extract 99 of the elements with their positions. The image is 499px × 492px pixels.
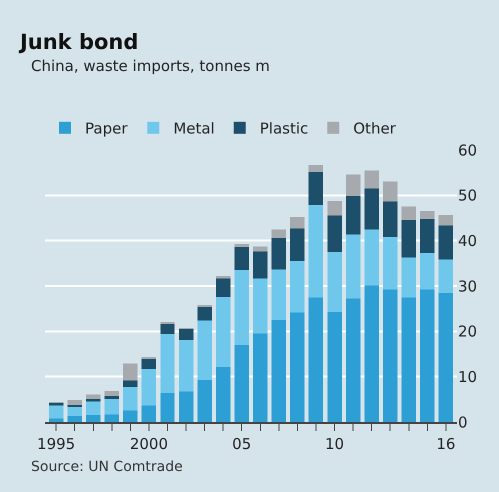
source-note: Source: UN Comtrade	[31, 459, 183, 475]
bar	[346, 298, 360, 422]
y-tick-label: 20	[458, 322, 478, 341]
bar	[402, 206, 416, 220]
x-tick-label: 2000	[130, 435, 168, 453]
bar	[216, 278, 230, 297]
bar	[216, 367, 230, 422]
bar	[272, 238, 286, 270]
bar	[216, 296, 230, 368]
bar	[272, 320, 286, 422]
bar	[86, 398, 100, 402]
bar	[48, 418, 64, 422]
x-tick-label: 10	[324, 435, 344, 453]
bar	[142, 406, 156, 422]
bar	[327, 252, 342, 312]
bar	[197, 306, 212, 320]
bar	[234, 244, 249, 248]
bar	[272, 270, 286, 320]
bar	[123, 410, 138, 422]
bar	[86, 415, 100, 422]
bar	[234, 247, 249, 270]
bar	[160, 392, 175, 422]
bar	[364, 286, 379, 422]
bar	[234, 344, 249, 422]
bar	[402, 257, 416, 298]
bar	[253, 252, 268, 278]
bar	[272, 229, 286, 238]
chart-title: Junk bond	[18, 30, 138, 54]
bar	[253, 246, 268, 252]
bar	[402, 220, 416, 258]
bar	[364, 188, 379, 230]
bar	[104, 391, 120, 396]
bar	[420, 290, 435, 422]
bar	[382, 202, 398, 238]
bar	[420, 210, 435, 219]
legend-label: Other	[353, 120, 397, 138]
bar	[234, 270, 249, 345]
bar	[308, 204, 324, 298]
bar	[123, 387, 138, 411]
bar	[253, 278, 268, 334]
bar	[67, 416, 82, 422]
bar	[308, 172, 324, 205]
bar	[364, 229, 379, 286]
legend-label: Plastic	[260, 120, 308, 138]
bar	[382, 290, 398, 422]
bar	[86, 402, 100, 416]
y-tick-label: 30	[458, 277, 478, 296]
bar	[438, 292, 454, 422]
bar	[308, 297, 324, 422]
bar	[346, 234, 360, 299]
bar	[178, 328, 194, 340]
bar	[420, 252, 435, 290]
bar	[364, 170, 379, 189]
chart-subtitle: China, waste imports, tonnes m	[31, 57, 270, 75]
bar	[104, 396, 120, 399]
bar	[308, 164, 324, 172]
bar	[67, 400, 82, 405]
legend-label: Paper	[85, 120, 128, 138]
bar	[123, 380, 138, 388]
legend-label: Metal	[173, 120, 215, 138]
bar	[67, 406, 82, 416]
bar	[346, 174, 360, 196]
x-tick-label: 05	[232, 435, 252, 453]
bar	[178, 392, 194, 422]
y-tick-label: 0	[458, 413, 468, 432]
bar	[346, 196, 360, 234]
bar	[290, 228, 305, 262]
bar	[327, 200, 342, 216]
bar	[160, 334, 175, 393]
bar	[290, 261, 305, 312]
bar	[197, 380, 212, 422]
bar	[253, 334, 268, 422]
bar	[290, 217, 305, 228]
bar	[104, 398, 120, 414]
bar	[123, 364, 138, 380]
bar	[420, 218, 435, 253]
x-tick-label: 16	[436, 435, 456, 453]
bar	[402, 297, 416, 422]
bar	[382, 237, 398, 290]
bar	[438, 259, 454, 293]
y-tick-label: 50	[458, 186, 478, 205]
bar	[178, 340, 194, 392]
bar	[197, 320, 212, 380]
bar	[48, 402, 64, 406]
y-tick-label: 60	[458, 141, 478, 160]
bar	[438, 214, 454, 226]
bar	[382, 181, 398, 202]
bar	[48, 406, 64, 418]
bar	[142, 368, 156, 406]
y-tick-label: 40	[458, 232, 478, 250]
bar	[104, 414, 120, 422]
bar	[438, 226, 454, 260]
bar	[327, 312, 342, 422]
y-tick-label: 10	[458, 368, 478, 386]
bar	[290, 312, 305, 422]
bar	[327, 216, 342, 252]
bar	[142, 358, 156, 369]
bar	[86, 394, 100, 399]
x-tick-label: 1995	[37, 435, 76, 453]
